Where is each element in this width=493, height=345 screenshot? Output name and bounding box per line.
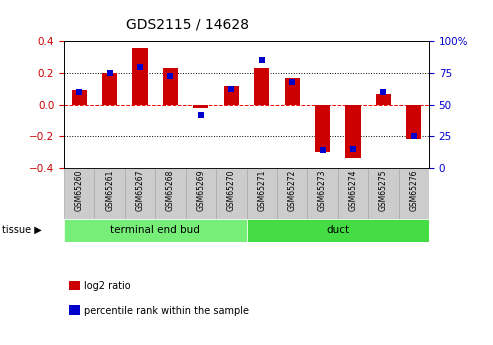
Point [258,58,266,63]
Text: log2 ratio: log2 ratio [84,282,131,291]
Point [410,134,418,139]
Bar [95,168,125,218]
Text: GSM65270: GSM65270 [227,169,236,211]
Bar [216,168,246,218]
Point [318,147,326,153]
Text: GSM65274: GSM65274 [349,169,357,211]
Text: GSM65275: GSM65275 [379,169,388,211]
Point [106,70,113,76]
Point [197,112,205,118]
Bar [64,218,246,241]
Text: GSM65268: GSM65268 [166,169,175,211]
Text: GSM65271: GSM65271 [257,169,266,211]
Bar [71,90,87,105]
Text: GSM65272: GSM65272 [287,169,297,211]
Text: GSM65260: GSM65260 [75,169,84,211]
Bar [246,168,277,218]
Bar [163,68,178,105]
Text: GDS2115 / 14628: GDS2115 / 14628 [126,17,249,31]
Point [227,87,235,92]
Bar [102,73,117,105]
Bar [406,105,422,139]
Text: duct: duct [326,225,349,235]
Text: GSM65267: GSM65267 [136,169,144,211]
Bar [368,168,398,218]
Bar [246,218,429,241]
Bar [315,105,330,152]
Text: tissue ▶: tissue ▶ [2,225,42,235]
Point [349,146,357,152]
Text: GSM65269: GSM65269 [196,169,206,211]
Text: terminal end bud: terminal end bud [110,225,200,235]
Bar [376,93,391,105]
Bar [345,105,360,158]
Bar [186,168,216,218]
Point [136,64,144,69]
Point [75,89,83,95]
Point [167,73,175,78]
Bar [277,168,307,218]
Bar [254,68,269,105]
Bar [133,48,148,105]
Bar [284,78,300,105]
Bar [398,168,429,218]
Bar [307,168,338,218]
Bar [193,105,209,108]
Text: percentile rank within the sample: percentile rank within the sample [84,306,249,315]
Bar [155,168,186,218]
Text: GSM65273: GSM65273 [318,169,327,211]
Bar [64,168,95,218]
Bar [125,168,155,218]
Text: GSM65261: GSM65261 [105,169,114,211]
Bar [338,168,368,218]
Point [288,79,296,85]
Bar [224,86,239,105]
Text: GSM65276: GSM65276 [409,169,418,211]
Point [380,89,387,95]
